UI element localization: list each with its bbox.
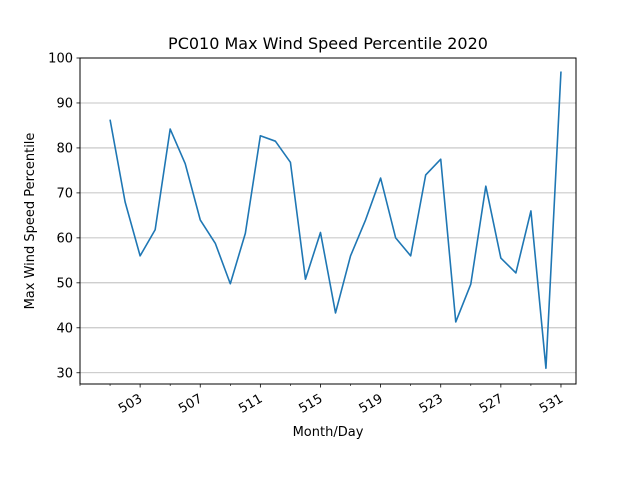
y-tick-label: 50 [56, 276, 73, 291]
plot-frame [79, 57, 577, 385]
y-tick-label: 40 [56, 321, 73, 336]
y-tick-label: 70 [56, 186, 73, 201]
y-tick-label: 100 [48, 52, 73, 67]
y-tick-label: 30 [56, 366, 73, 381]
chart-title: PC010 Max Wind Speed Percentile 2020 [168, 34, 488, 53]
y-tick-label: 60 [56, 231, 73, 246]
series-layer [109, 71, 562, 370]
y-tick-label: 90 [56, 96, 73, 111]
gridlines [80, 102, 576, 374]
series-line [109, 71, 562, 370]
x-axis-label: Month/Day [293, 425, 364, 440]
y-tick-label: 80 [56, 141, 73, 156]
y-axis-label: Max Wind Speed Percentile [23, 133, 38, 310]
